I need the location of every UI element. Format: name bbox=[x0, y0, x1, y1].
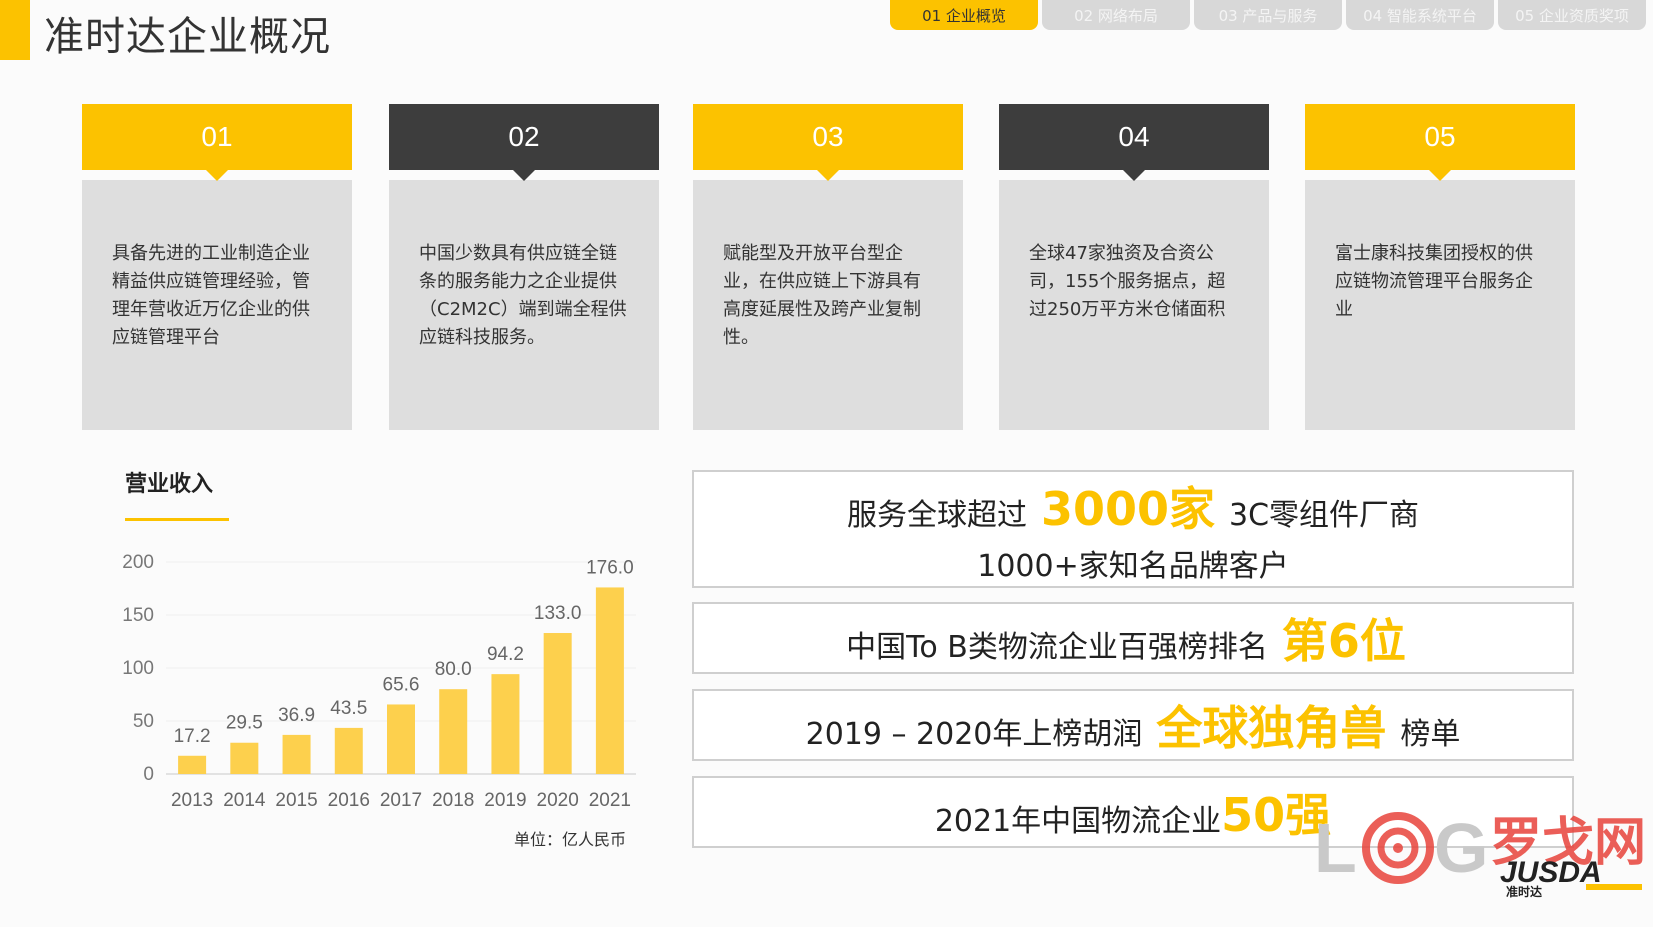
x-tick-label: 2018 bbox=[432, 790, 474, 811]
feature-card-02: 02 中国少数具有供应链全链条的服务能力之企业提供（C2M2C）端到端全程供应链… bbox=[389, 104, 659, 430]
svg-text:罗戈网: 罗戈网 bbox=[1490, 813, 1646, 873]
bar-value-label: 29.5 bbox=[226, 713, 263, 734]
stat-highlight: 3000家 bbox=[1040, 482, 1215, 536]
svg-text:G: G bbox=[1434, 809, 1488, 887]
card-number: 01 bbox=[82, 104, 352, 181]
card-number: 04 bbox=[999, 104, 1269, 181]
x-tick-label: 2013 bbox=[171, 790, 213, 811]
bar bbox=[334, 727, 363, 774]
card-text: 中国少数具有供应链全链条的服务能力之企业提供（C2M2C）端到端全程供应链科技服… bbox=[389, 180, 659, 430]
y-tick-label: 150 bbox=[122, 605, 154, 626]
x-tick-label: 2016 bbox=[328, 790, 370, 811]
bar-value-label: 17.2 bbox=[174, 726, 211, 747]
y-tick-label: 50 bbox=[133, 711, 154, 732]
y-tick-label: 200 bbox=[122, 552, 154, 573]
y-tick-label: 100 bbox=[122, 658, 154, 679]
stat-box-customers: 服务全球超过 3000家 3C零组件厂商 1000+家知名品牌客户 bbox=[692, 470, 1574, 588]
revenue-title-underline bbox=[125, 518, 229, 521]
card-number: 03 bbox=[693, 104, 963, 181]
feature-card-04: 04 全球47家独资及合资公司，155个服务据点，超过250万平方米仓储面积 bbox=[999, 104, 1269, 430]
stat-highlight: 第6位 bbox=[1281, 614, 1406, 668]
x-tick-label: 2021 bbox=[589, 790, 631, 811]
tab-overview[interactable]: 01 企业概览 bbox=[890, 0, 1038, 30]
bar-value-label: 176.0 bbox=[586, 557, 634, 578]
stat-box-ranking: 中国To B类物流企业百强榜排名 第6位 bbox=[692, 602, 1574, 674]
stat-text: 1000+家知名品牌客户 bbox=[977, 549, 1289, 584]
bar bbox=[178, 755, 207, 774]
card-text: 具备先进的工业制造企业精益供应链管理经验，管理年营收近万亿企业的供应链管理平台 bbox=[82, 180, 352, 430]
x-tick-label: 2017 bbox=[380, 790, 422, 811]
bar-value-label: 94.2 bbox=[487, 644, 524, 665]
svg-text:L: L bbox=[1314, 809, 1357, 887]
tab-products[interactable]: 03 产品与服务 bbox=[1194, 0, 1342, 30]
stat-text: 2021年中国物流企业 bbox=[934, 804, 1222, 839]
card-text: 赋能型及开放平台型企业，在供应链上下游具有高度延展性及跨产业复制性。 bbox=[693, 180, 963, 430]
bar-value-label: 133.0 bbox=[534, 603, 582, 624]
stat-text: 3C零组件厂商 bbox=[1228, 498, 1420, 533]
bar bbox=[595, 587, 624, 774]
page-title: 准时达企业概况 bbox=[44, 14, 331, 60]
tab-systems[interactable]: 04 智能系统平台 bbox=[1346, 0, 1494, 30]
revenue-bar-chart: 0 50 100 150 200 17.2 2013 29.5 2014 36.9 2015 43.5… bbox=[122, 552, 636, 811]
card-text: 全球47家独资及合资公司，155个服务据点，超过250万平方米仓储面积 bbox=[999, 180, 1269, 430]
bar-value-label: 43.5 bbox=[330, 698, 367, 719]
feature-card-03: 03 赋能型及开放平台型企业，在供应链上下游具有高度延展性及跨产业复制性。 bbox=[693, 104, 963, 430]
stat-text: 榜单 bbox=[1400, 717, 1461, 752]
svg-text:JUSDA: JUSDA bbox=[1500, 856, 1602, 889]
stat-box-unicorn: 2019 – 2020年上榜胡润 全球独角兽 榜单 bbox=[692, 689, 1574, 761]
feature-card-01: 01 具备先进的工业制造企业精益供应链管理经验，管理年营收近万亿企业的供应链管理… bbox=[82, 104, 352, 430]
bar-value-label: 36.9 bbox=[278, 705, 315, 726]
revenue-title: 营业收入 bbox=[125, 472, 214, 497]
bar bbox=[282, 734, 311, 774]
bar-value-label: 65.6 bbox=[383, 674, 420, 695]
bar bbox=[230, 742, 259, 774]
svg-text:准时达: 准时达 bbox=[1506, 884, 1542, 899]
stat-highlight: 50强 bbox=[1221, 788, 1332, 842]
x-tick-label: 2020 bbox=[537, 790, 579, 811]
stat-text: 2019 – 2020年上榜胡润 bbox=[805, 717, 1143, 752]
card-number: 05 bbox=[1305, 104, 1575, 181]
x-tick-label: 2014 bbox=[223, 790, 266, 811]
bar bbox=[387, 704, 415, 774]
title-accent-bar bbox=[0, 0, 30, 60]
bar bbox=[491, 674, 520, 774]
stat-highlight: 全球独角兽 bbox=[1156, 701, 1387, 755]
tab-awards[interactable]: 05 企业资质奖项 bbox=[1498, 0, 1646, 30]
section-tabs: 01 企业概览 02 网络布局 03 产品与服务 04 智能系统平台 05 企业… bbox=[890, 0, 1646, 30]
x-tick-label: 2019 bbox=[484, 790, 526, 811]
feature-card-05: 05 富士康科技集团授权的供应链物流管理平台服务企业 bbox=[1305, 104, 1575, 430]
bar-value-label: 80.0 bbox=[435, 659, 472, 680]
chart-unit-note: 单位：亿人民币 bbox=[514, 830, 627, 849]
card-number: 02 bbox=[389, 104, 659, 181]
bar bbox=[439, 689, 468, 774]
stat-text: 服务全球超过 bbox=[846, 498, 1027, 533]
bar bbox=[543, 633, 572, 774]
x-tick-label: 2015 bbox=[275, 790, 317, 811]
tab-network[interactable]: 02 网络布局 bbox=[1042, 0, 1190, 30]
stat-text: 中国To B类物流企业百强榜排名 bbox=[846, 630, 1268, 665]
card-text: 富士康科技集团授权的供应链物流管理平台服务企业 bbox=[1305, 180, 1575, 430]
feature-cards: 01 具备先进的工业制造企业精益供应链管理经验，管理年营收近万亿企业的供应链管理… bbox=[82, 104, 1577, 430]
watermark-logo: L G 罗戈网 JUSDA 准时达 bbox=[1314, 809, 1646, 899]
y-tick-label: 0 bbox=[143, 764, 154, 785]
